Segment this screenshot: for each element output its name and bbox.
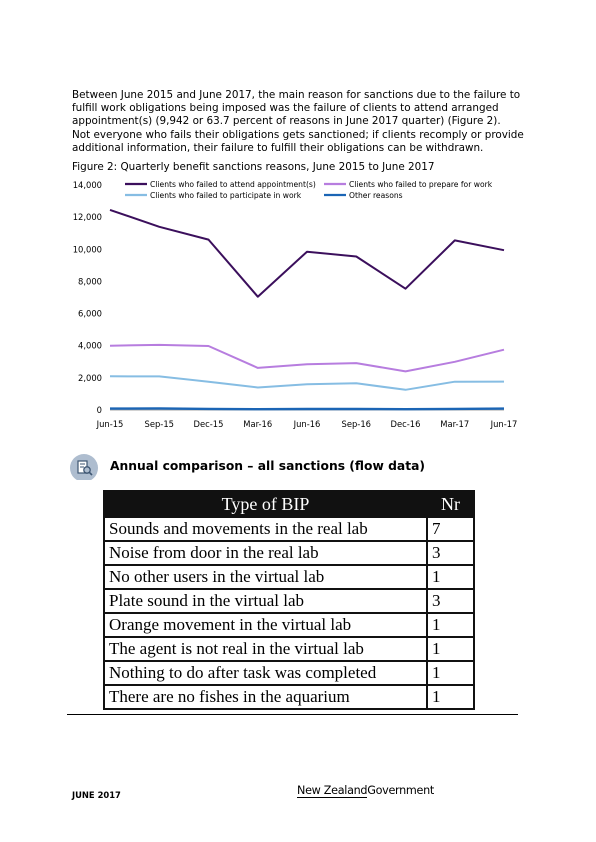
- table-header-row: Type of BIP Nr: [103, 490, 475, 518]
- cell-nr: 1: [426, 636, 475, 662]
- cell-type: Plate sound in the virtual lab: [103, 588, 428, 614]
- chart-series: [109, 208, 505, 411]
- column-header-type: Type of BIP: [103, 490, 428, 518]
- y-tick-label: 14,000: [73, 180, 102, 190]
- cell-type: The agent is not real in the virtual lab: [103, 636, 428, 662]
- x-tick-label: Dec-15: [194, 419, 224, 429]
- cell-nr: 1: [426, 564, 475, 590]
- x-tick-label: Sep-16: [342, 419, 371, 429]
- intro-paragraph-1: Between June 2015 and June 2017, the mai…: [72, 89, 521, 128]
- x-tick-label: Dec-16: [391, 419, 421, 429]
- bip-table-figure: Type of BIP Nr Sounds and movements in t…: [67, 480, 518, 714]
- cell-nr: 1: [426, 660, 475, 686]
- cell-nr: 7: [426, 516, 475, 542]
- series-line: [109, 208, 505, 298]
- y-tick-label: 12,000: [73, 212, 102, 222]
- series-line: [109, 343, 505, 373]
- y-tick-label: 6,000: [78, 309, 102, 319]
- cell-nr: 3: [426, 540, 475, 566]
- x-tick-label: Jun-15: [96, 419, 124, 429]
- legend-entry: Clients who failed to attend appointment…: [150, 180, 316, 189]
- chart-axes: 0 2,000 4,000 6,000 8,000 10,000 12,000 14,000 J…: [73, 180, 518, 429]
- cell-nr: 3: [426, 588, 475, 614]
- y-tick-label: 0: [97, 405, 102, 415]
- cell-type: Nothing to do after task was completed: [103, 660, 428, 686]
- chart-legend: Clients who failed to attend appointment…: [125, 180, 493, 200]
- series-line: [109, 407, 505, 411]
- series-line: [109, 375, 505, 391]
- table-row: The agent is not real in the virtual lab…: [103, 636, 475, 662]
- column-header-nr: Nr: [426, 490, 475, 518]
- y-tick-label: 8,000: [78, 276, 102, 286]
- table-row: Noise from door in the real lab 3: [103, 540, 475, 566]
- section-title: Annual comparison – all sanctions (flow …: [110, 459, 426, 473]
- footer-date: JUNE 2017: [72, 790, 121, 800]
- cell-nr: 1: [426, 684, 475, 710]
- search-document-icon: [70, 454, 98, 482]
- cell-type: Orange movement in the virtual lab: [103, 612, 428, 638]
- intro-paragraph-2: Not everyone who fails their obligations…: [72, 129, 524, 155]
- table-row: Nothing to do after task was completed 1: [103, 660, 475, 686]
- nz-government-logo: New ZealandGovernment: [297, 784, 434, 798]
- cell-type: There are no fishes in the aquarium: [103, 684, 428, 710]
- legend-entry: Clients who failed to prepare for work: [349, 180, 493, 189]
- sanctions-line-chart: Clients who failed to attend appointment…: [73, 180, 518, 429]
- x-tick-label: Mar-16: [243, 419, 272, 429]
- table-row: No other users in the virtual lab 1: [103, 564, 475, 590]
- y-tick-label: 2,000: [78, 373, 102, 383]
- bip-table: Type of BIP Nr Sounds and movements in t…: [103, 490, 475, 710]
- table-row: Sounds and movements in the real lab 7: [103, 516, 475, 542]
- legend-entry: Other reasons: [349, 191, 403, 200]
- y-tick-label: 10,000: [73, 244, 102, 254]
- section-divider: [67, 714, 518, 715]
- x-tick-label: Mar-17: [440, 419, 469, 429]
- cell-type: Sounds and movements in the real lab: [103, 516, 428, 542]
- x-tick-label: Jun-17: [490, 419, 518, 429]
- cell-type: Noise from door in the real lab: [103, 540, 428, 566]
- x-tick-label: Jun-16: [293, 419, 321, 429]
- x-tick-label: Sep-15: [145, 419, 174, 429]
- legend-entry: Clients who failed to participate in wor…: [150, 191, 302, 200]
- y-tick-label: 4,000: [78, 341, 102, 351]
- table-row: Orange movement in the virtual lab 1: [103, 612, 475, 638]
- figure-caption: Figure 2: Quarterly benefit sanctions re…: [72, 161, 435, 173]
- cell-nr: 1: [426, 612, 475, 638]
- table-row: Plate sound in the virtual lab 3: [103, 588, 475, 614]
- table-row: There are no fishes in the aquarium 1: [103, 684, 475, 710]
- cell-type: No other users in the virtual lab: [103, 564, 428, 590]
